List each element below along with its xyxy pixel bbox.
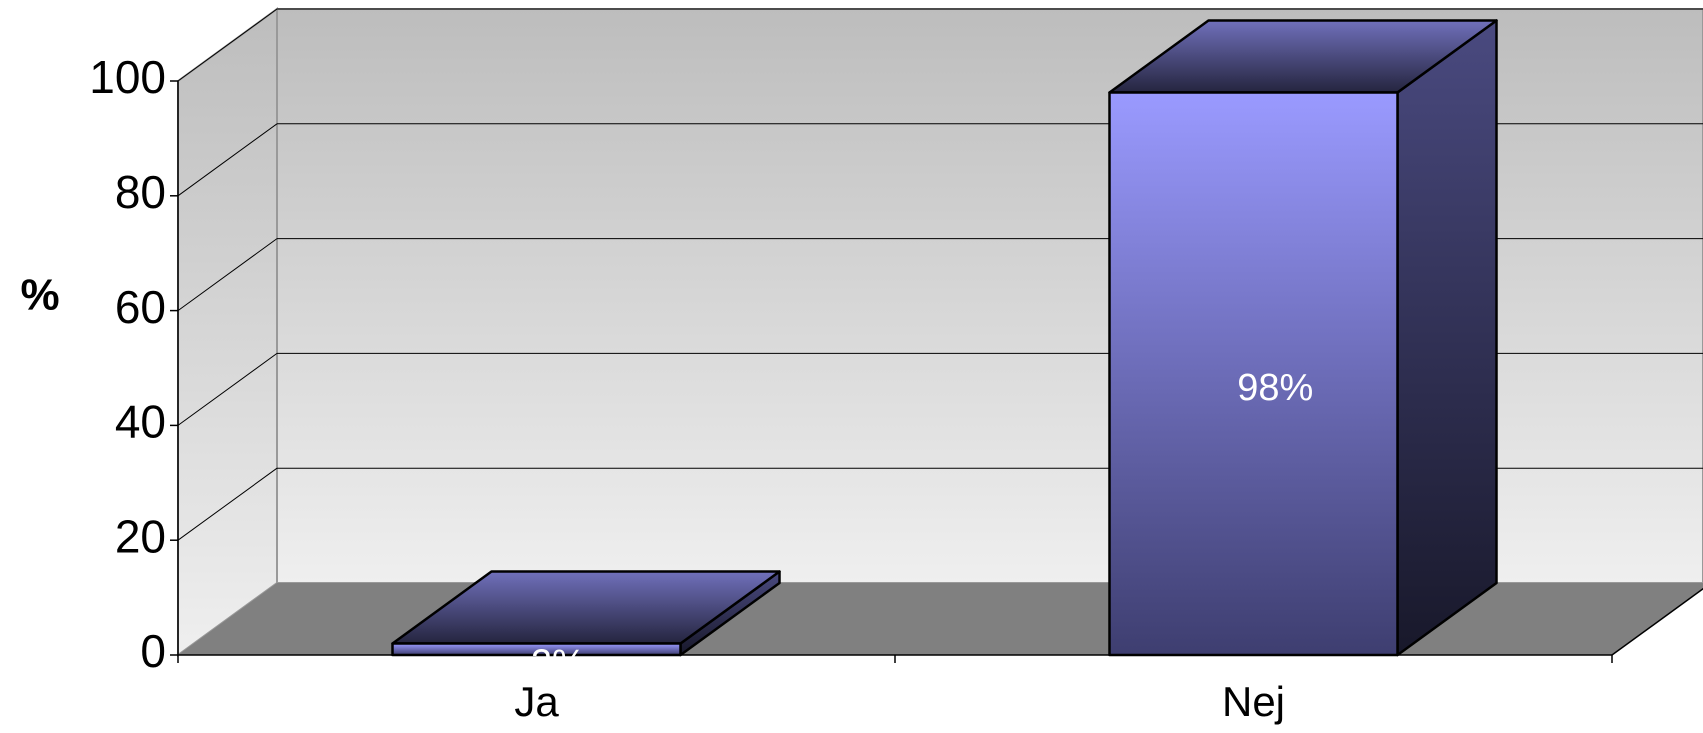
y-tick-label: 100 [89, 51, 166, 103]
grid-line [177, 352, 278, 426]
bar-front [391, 642, 682, 657]
bar [1108, 19, 1498, 657]
grid-line [177, 123, 278, 197]
y-tick-label: 40 [115, 396, 166, 448]
side-wall [177, 7, 278, 657]
y-tick-label: 80 [115, 166, 166, 218]
grid-line [177, 467, 278, 541]
y-tick-label: 60 [115, 281, 166, 333]
y-axis-label: % [20, 271, 59, 320]
data-label: 98% [1237, 367, 1313, 409]
grid-line [177, 8, 278, 82]
bar [391, 570, 781, 657]
x-tick-label: Ja [514, 678, 559, 725]
bar-side [1396, 19, 1498, 657]
x-tick-label: Nej [1222, 678, 1285, 725]
y-tick-label: 20 [115, 510, 166, 562]
data-label: 2% [531, 642, 586, 684]
y-tick-label: 0 [140, 625, 166, 677]
bar-front [1108, 91, 1399, 657]
x-axis-depth [1611, 587, 1703, 656]
grid-line [177, 238, 278, 312]
